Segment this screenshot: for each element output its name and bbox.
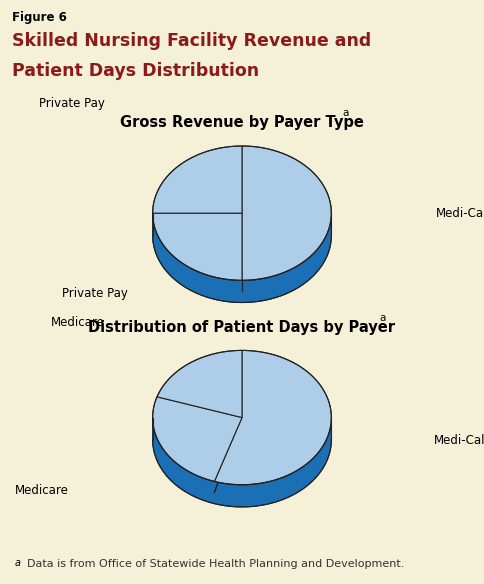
Polygon shape [214, 350, 332, 485]
Text: Data is from Office of Statewide Health Planning and Development.: Data is from Office of Statewide Health … [27, 559, 404, 569]
Text: Private Pay: Private Pay [39, 97, 105, 110]
Polygon shape [152, 146, 242, 213]
Text: Figure 6: Figure 6 [12, 11, 67, 24]
Polygon shape [152, 213, 242, 280]
Polygon shape [152, 397, 242, 481]
Text: Medi-Cal: Medi-Cal [434, 434, 484, 447]
Text: Skilled Nursing Facility Revenue and: Skilled Nursing Facility Revenue and [12, 32, 371, 50]
Polygon shape [242, 146, 332, 280]
Text: a: a [342, 108, 348, 119]
Polygon shape [152, 213, 332, 303]
Text: Patient Days Distribution: Patient Days Distribution [12, 61, 259, 79]
Text: Gross Revenue by Payer Type: Gross Revenue by Payer Type [120, 115, 364, 130]
Text: a: a [379, 312, 385, 323]
Polygon shape [152, 418, 332, 507]
Text: Private Pay: Private Pay [62, 287, 128, 300]
Polygon shape [157, 350, 242, 418]
Text: Distribution of Patient Days by Payer: Distribution of Patient Days by Payer [89, 319, 395, 335]
Text: a: a [15, 558, 20, 568]
Text: Medicare: Medicare [15, 484, 69, 497]
Text: Medicare: Medicare [51, 316, 105, 329]
Text: Medi-Cal: Medi-Cal [436, 207, 484, 220]
